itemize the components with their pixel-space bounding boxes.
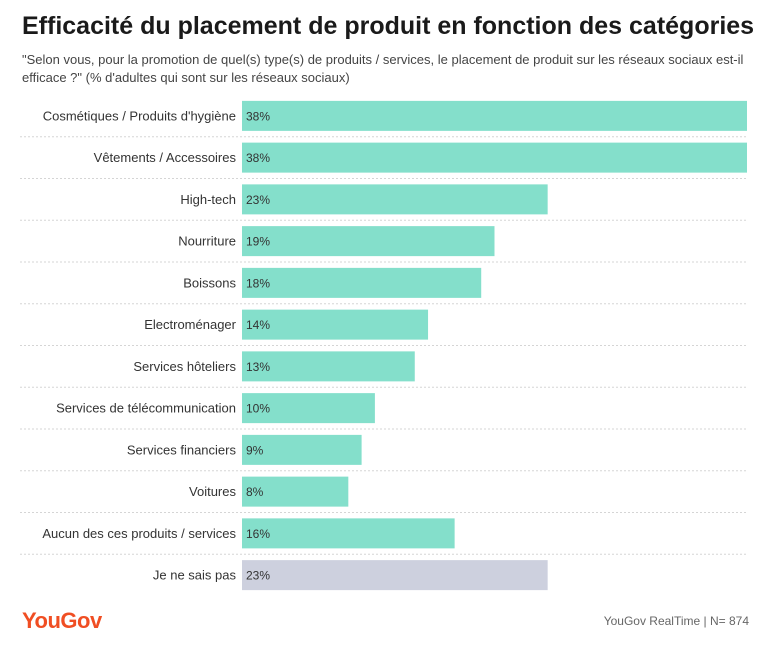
category-label: Je ne sais pas: [153, 568, 237, 583]
bar: [242, 393, 375, 424]
category-label: Electroménager: [144, 317, 236, 332]
category-label: Cosmétiques / Produits d'hygiène: [43, 108, 236, 123]
value-label: 16%: [246, 527, 270, 541]
category-label: High-tech: [180, 192, 236, 207]
bar: [242, 267, 482, 298]
value-label: 14%: [246, 318, 270, 332]
category-label: Nourriture: [178, 234, 236, 249]
bar: [242, 100, 747, 131]
bar: [242, 142, 747, 173]
bar: [242, 309, 429, 340]
value-label: 38%: [246, 151, 270, 165]
value-label: 18%: [246, 276, 270, 290]
bar: [242, 476, 349, 507]
value-label: 9%: [246, 443, 264, 457]
chart-subtitle: "Selon vous, pour la promotion de quel(s…: [22, 52, 744, 85]
category-label: Vêtements / Accessoires: [94, 150, 237, 165]
category-label: Aucun des ces produits / services: [42, 526, 236, 541]
value-label: 19%: [246, 235, 270, 249]
value-label: 38%: [246, 109, 270, 123]
bar: [242, 560, 548, 591]
category-label: Boissons: [183, 275, 236, 290]
category-label: Services hôteliers: [133, 359, 236, 374]
bar: [242, 351, 415, 382]
value-label: 23%: [246, 193, 270, 207]
source-note: YouGov RealTime | N= 874: [603, 614, 749, 628]
yougov-logo: YouGov: [22, 608, 102, 633]
value-label: 13%: [246, 360, 270, 374]
value-label: 23%: [246, 569, 270, 583]
chart-title: Efficacité du placement de produit en fo…: [22, 12, 755, 40]
category-label: Services financiers: [127, 442, 237, 457]
bar: [242, 434, 362, 465]
bar: [242, 184, 548, 215]
category-label: Voitures: [189, 484, 236, 499]
bar: [242, 226, 495, 257]
value-label: 8%: [246, 485, 264, 499]
category-label: Services de télécommunication: [56, 401, 236, 416]
bar: [242, 518, 455, 549]
value-label: 10%: [246, 402, 270, 416]
